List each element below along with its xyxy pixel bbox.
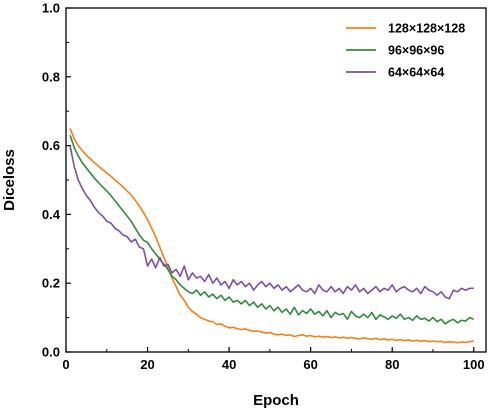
x-axis-title: Epoch [253,392,299,409]
x-tick-label: 80 [385,357,399,372]
y-tick-label: 0.8 [42,69,60,84]
axis-ticks: 0 20 40 60 80 100 0.0 0.2 0.4 0.6 0.8 1.0 [42,1,485,373]
x-tick-label: 20 [140,357,154,372]
x-tick-label: 0 [62,357,69,372]
x-tick-label: 60 [303,357,317,372]
y-tick-label: 1.0 [42,1,60,16]
series-line-1 [69,135,475,325]
series-line-0 [69,128,474,344]
series-line-2 [69,145,474,300]
y-tick-label: 0.6 [42,138,60,153]
series-lines [69,128,475,344]
plot-frame [65,7,487,353]
x-tick-label: 100 [463,357,485,372]
legend-label: 96×96×96 [388,44,444,58]
y-axis-title: Diceloss [1,149,18,211]
y-tick-label: 0.4 [42,207,61,222]
legend: 128×128×128 96×96×96 64×64×64 [346,22,465,80]
legend-label: 64×64×64 [388,66,444,80]
legend-label: 128×128×128 [388,22,465,36]
x-tick-label: 40 [222,357,236,372]
y-tick-label: 0.0 [42,345,60,360]
y-tick-label: 0.2 [42,276,60,291]
